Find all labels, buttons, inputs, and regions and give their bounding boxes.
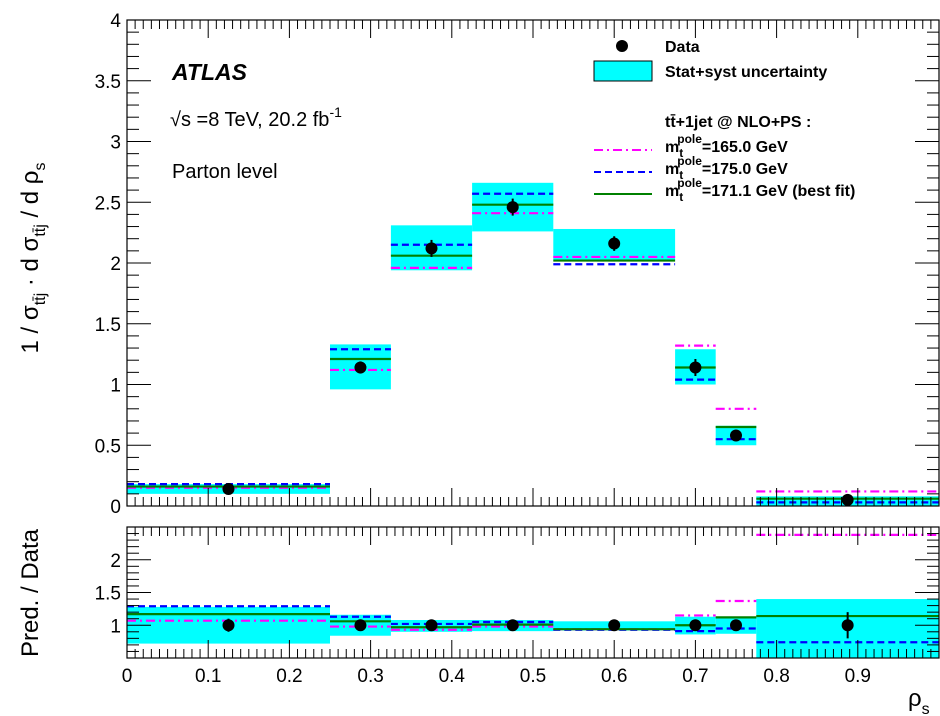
legend-data-label: Data	[665, 39, 700, 56]
top-y-tick-label: 3.5	[95, 72, 121, 93]
x-tick-label: 0.3	[357, 666, 383, 687]
top-data-point	[354, 361, 367, 374]
top-y-tick-label: 0	[110, 497, 121, 518]
top-data-point	[841, 493, 854, 506]
top-y-tick-label: 3	[110, 133, 121, 154]
ratio-data-point	[425, 619, 438, 632]
top-y-tick-label: 2	[110, 254, 121, 275]
legend-uncertainty-label: Stat+syst uncertainty	[665, 64, 827, 81]
ratio-data-point	[841, 619, 854, 632]
x-tick-label: 0.1	[195, 666, 221, 687]
atlas-label: ATLAS	[171, 59, 248, 85]
ratio-data-point	[730, 619, 742, 632]
x-tick-label: 0.8	[763, 666, 789, 687]
top-uncertainty-bands	[127, 182, 939, 506]
energy-label: √s =8 TeV, 20.2 fb-1	[170, 104, 342, 131]
ratio-y-tick-label: 1.5	[95, 584, 121, 605]
top-data-point	[730, 429, 742, 442]
legend-m165-label: mtpole=165.0 GeV	[665, 132, 788, 160]
legend-m175-label: mtpole=175.0 GeV	[665, 154, 788, 182]
parton-level-label: Parton level	[172, 161, 278, 183]
legend-header: tt̄+1jet @ NLO+PS :	[665, 113, 811, 131]
top-y-axis-label: 1 / σtt̄j · d σtt̄j / d ρs	[17, 163, 49, 354]
ratio-y-tick-label: 2	[110, 551, 121, 572]
axis-ticks	[126, 19, 940, 659]
x-axis-label: ρs	[908, 685, 930, 716]
top-data-point	[222, 482, 235, 495]
ratio-data-point	[506, 619, 519, 632]
legend-data-marker	[616, 40, 628, 52]
top-y-tick-label: 2.5	[95, 193, 121, 214]
top-y-tick-label: 1	[110, 376, 121, 397]
ratio-y-axis-label: Pred. / Data	[17, 528, 44, 657]
ratio-data-point	[608, 619, 621, 632]
top-y-tick-label: 0.5	[95, 436, 121, 457]
top-y-tick-label: 1.5	[95, 315, 121, 336]
ratio-y-tick-label: 1	[110, 616, 121, 637]
top-data-point	[506, 201, 519, 214]
legend: Data Stat+syst uncertainty tt̄+1jet @ NL…	[593, 39, 855, 204]
top-data-point	[689, 361, 702, 374]
top-prediction-lines	[127, 192, 939, 504]
top-data-point	[425, 242, 438, 255]
x-tick-label: 0.4	[439, 666, 466, 687]
x-tick-label: 0.9	[845, 666, 871, 687]
x-tick-label: 0.7	[682, 666, 708, 687]
top-data-point	[608, 237, 621, 250]
top-plot-frame	[126, 19, 940, 507]
top-y-tick-label: 4	[110, 11, 121, 32]
legend-band-swatch	[593, 60, 653, 82]
ratio-data-point	[222, 619, 235, 632]
ratio-data-point	[354, 619, 367, 632]
top-data-points	[222, 198, 854, 506]
x-tick-label: 0.6	[601, 666, 627, 687]
axis-tick-labels: 0 0.1 0.2 0.3 0.4 0.5 0.6 0.7 0.8 0.9 0 0.5 1 1.5 2 2.5…	[95, 11, 871, 687]
ratio-data-points	[222, 612, 854, 639]
x-tick-label: 0	[122, 666, 133, 687]
x-tick-label: 0.5	[520, 666, 546, 687]
legend-m1711-label: mtpole=171.1 GeV (best fit)	[665, 176, 855, 204]
ratio-data-point	[689, 619, 702, 632]
x-tick-label: 0.2	[276, 666, 302, 687]
